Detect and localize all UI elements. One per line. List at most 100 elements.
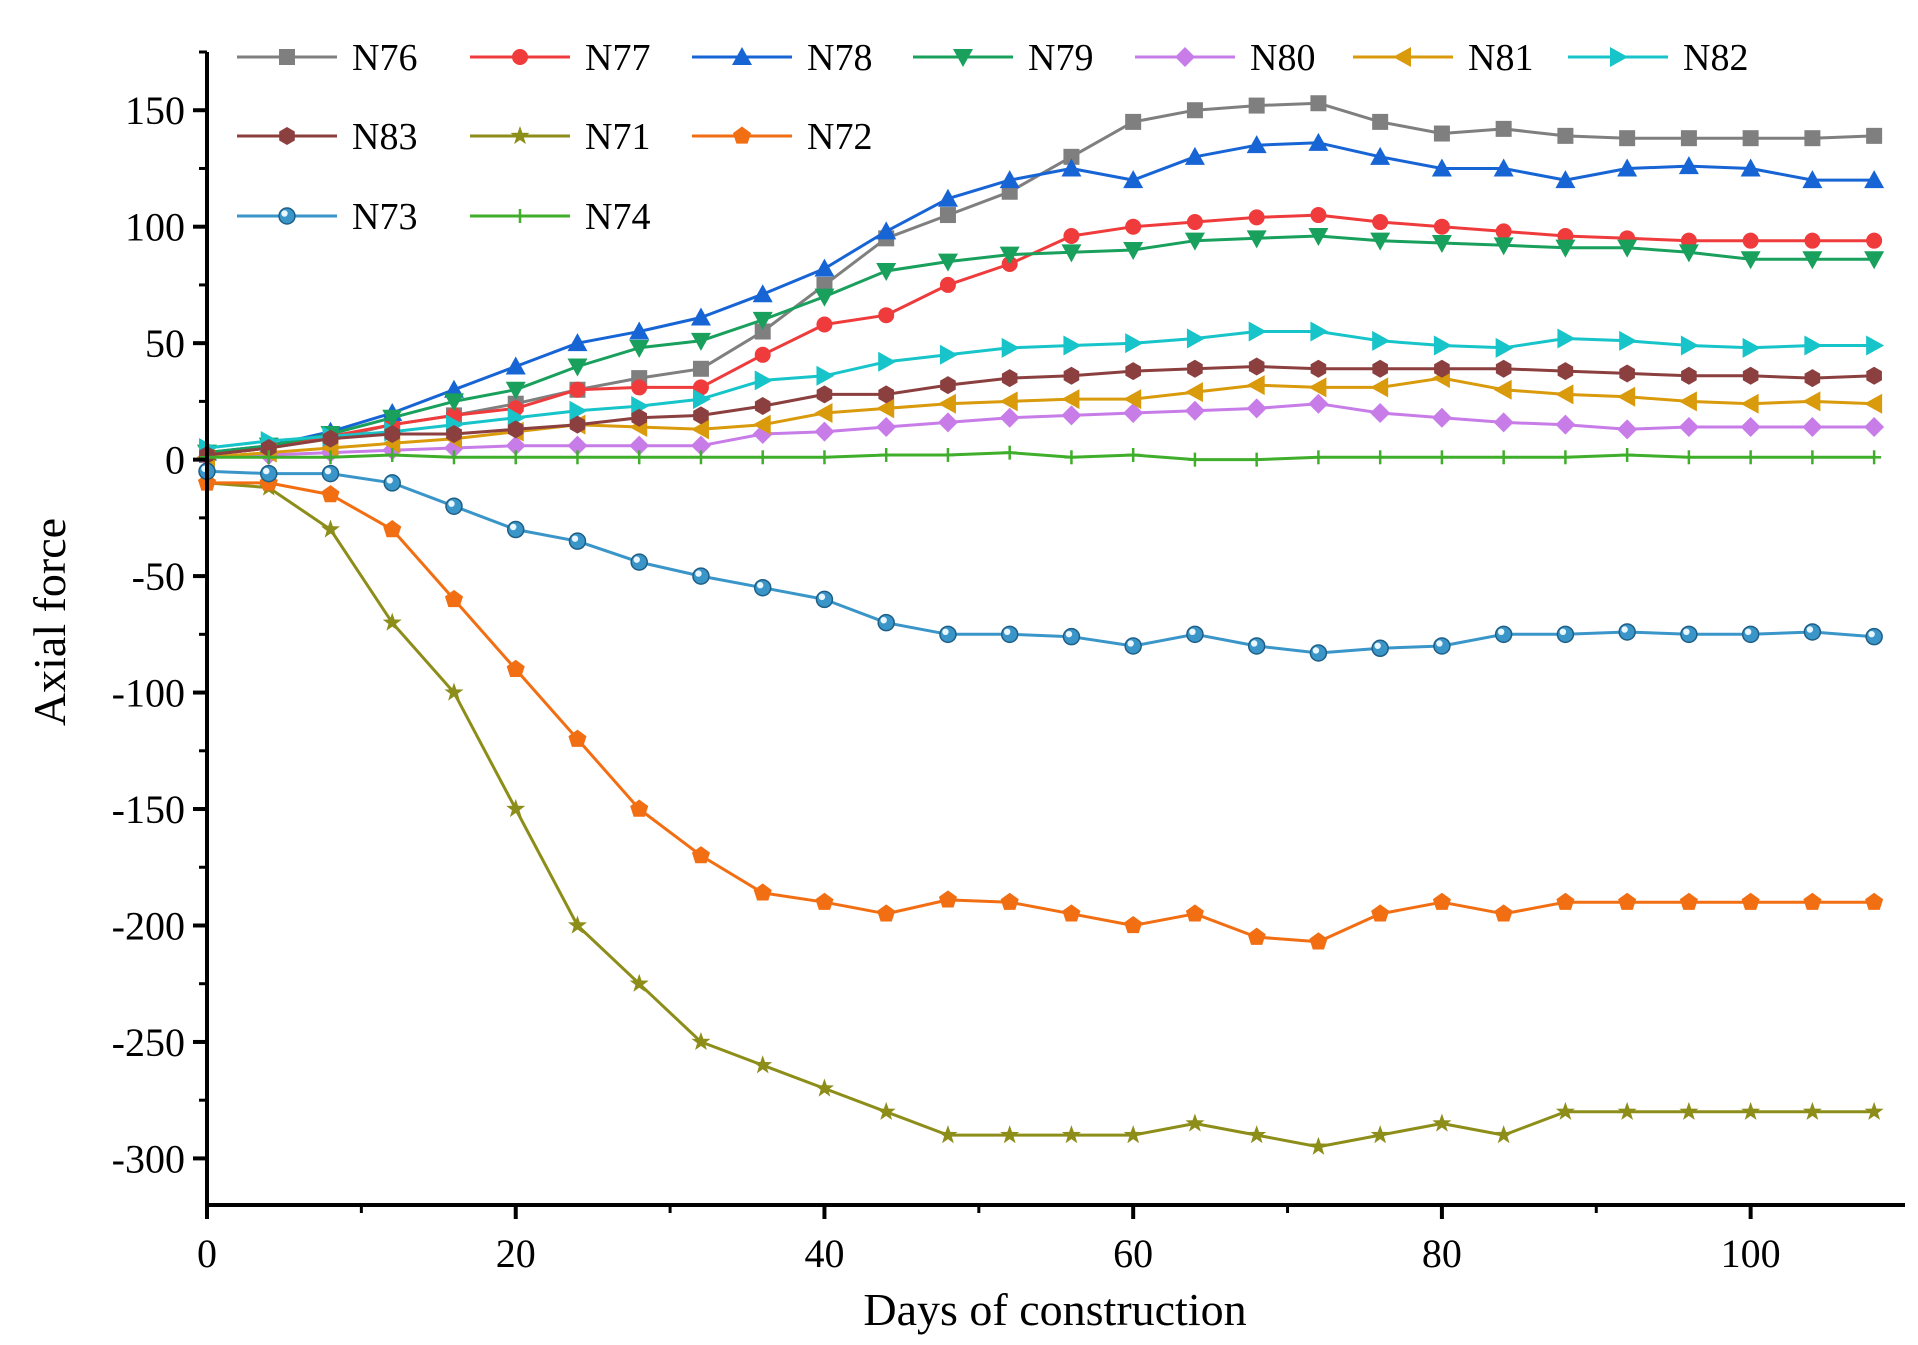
data-point-n79: [629, 339, 650, 358]
data-point-n77: [631, 379, 648, 396]
data-point-n72: [506, 659, 525, 677]
legend-label: N79: [1028, 37, 1093, 79]
data-point-n78: [505, 356, 526, 375]
data-point-n83: [1125, 362, 1141, 381]
data-point-n83: [1187, 359, 1203, 378]
x-tick-label: 80: [1422, 1231, 1462, 1276]
data-point-n80: [1864, 417, 1885, 438]
data-point-n76: [1186, 102, 1203, 119]
data-point-n82: [1248, 321, 1267, 342]
series-layer: [197, 95, 1885, 1155]
data-point-n82: [569, 400, 588, 421]
data-point-n71: [1061, 1125, 1081, 1144]
y-tick-label: -200: [112, 903, 185, 948]
series-line-n77: [206, 213, 1875, 457]
data-point-n71: [938, 1125, 958, 1144]
legend-label: N78: [807, 37, 872, 79]
data-point-n71: [1617, 1101, 1637, 1120]
legend-item-n82: N82: [1568, 37, 1748, 79]
data-point-n83: [1681, 366, 1697, 385]
data-point-n82: [939, 344, 958, 365]
data-point-n79: [814, 288, 835, 307]
data-point-n79: [1493, 237, 1514, 256]
data-point-n78: [752, 284, 773, 303]
series-line-n79: [206, 234, 1875, 455]
data-point-n74: [693, 450, 708, 465]
legend-marker: [953, 49, 973, 67]
data-point-n79: [1061, 244, 1082, 263]
data-point-n82: [1804, 335, 1823, 356]
data-point-n71: [1864, 1101, 1884, 1120]
data-point-n74: [1126, 447, 1141, 462]
data-point-n83: [1495, 359, 1512, 378]
data-point-n83: [1063, 366, 1080, 385]
data-point-n74: [879, 447, 894, 462]
legend-item-n78: N78: [692, 37, 872, 79]
data-point-n83: [507, 420, 524, 439]
legend-item-n74: N74: [470, 196, 650, 238]
data-point-n78: [1061, 158, 1082, 177]
data-point-n72: [1124, 915, 1143, 934]
data-point-n80: [1617, 419, 1638, 440]
data-point-n71: [444, 682, 464, 701]
data-point-n73: [1680, 625, 1698, 644]
data-point-n74: [446, 450, 461, 465]
data-point-n71: [753, 1055, 773, 1074]
data-point-n74: [1434, 450, 1449, 465]
data-point-n71: [1247, 1125, 1267, 1144]
data-point-n82: [1557, 328, 1576, 349]
legend-item-n83: N83: [237, 116, 417, 158]
data-point-n81: [999, 391, 1018, 412]
data-point-n78: [567, 333, 588, 352]
data-point-n82: [816, 365, 835, 386]
data-point-n80: [1308, 393, 1329, 414]
data-point-n77: [1063, 228, 1080, 245]
data-point-n73: [1803, 623, 1822, 641]
legend-item-n77: N77: [470, 37, 650, 79]
data-point-n82: [1372, 330, 1391, 351]
legend-label: N74: [585, 196, 650, 238]
data-point-n73: [1433, 637, 1451, 655]
data-point-n76: [692, 360, 709, 377]
data-point-n76: [1619, 130, 1636, 147]
data-point-n83: [816, 385, 833, 404]
legend-marker: [1393, 47, 1411, 67]
data-point-n83: [1434, 359, 1450, 378]
data-point-n73: [692, 567, 710, 585]
data-point-n76: [1248, 97, 1265, 114]
legend-item-n79: N79: [913, 37, 1093, 79]
data-point-n74: [1805, 450, 1820, 465]
data-point-n79: [443, 393, 464, 412]
series-n72: [197, 473, 1884, 950]
data-point-n82: [692, 389, 711, 410]
data-point-n80: [814, 421, 835, 442]
data-point-n72: [1432, 892, 1451, 910]
legend-marker: [510, 126, 530, 145]
data-point-n79: [505, 381, 526, 400]
data-point-n71: [506, 799, 526, 818]
data-point-n77: [1495, 223, 1512, 240]
data-point-n81: [1061, 389, 1080, 410]
legend-item-n80: N80: [1135, 37, 1315, 79]
legend-marker: [732, 47, 752, 65]
data-point-n72: [1865, 892, 1884, 910]
data-point-n71: [1185, 1113, 1205, 1132]
data-point-n74: [1620, 447, 1635, 462]
data-point-n72: [877, 904, 896, 922]
data-point-n83: [322, 429, 339, 448]
data-point-n74: [261, 450, 276, 465]
y-tick-label: 0: [165, 438, 185, 483]
data-point-n72: [1000, 892, 1019, 910]
data-point-n78: [1123, 170, 1144, 189]
data-point-n83: [631, 408, 648, 427]
data-point-n77: [816, 316, 833, 333]
data-point-n78: [1617, 158, 1638, 177]
data-point-n72: [383, 520, 402, 538]
data-point-n81: [1802, 391, 1821, 412]
data-point-n74: [1249, 452, 1264, 467]
data-point-n71: [1555, 1101, 1575, 1120]
data-point-n79: [1802, 251, 1823, 270]
legend: N76 N77 N78 N79 N80 N81 N82 N83 N71 N72 N73 N74: [237, 37, 1748, 238]
legend-marker: [1175, 47, 1195, 67]
data-point-n74: [1187, 452, 1202, 467]
